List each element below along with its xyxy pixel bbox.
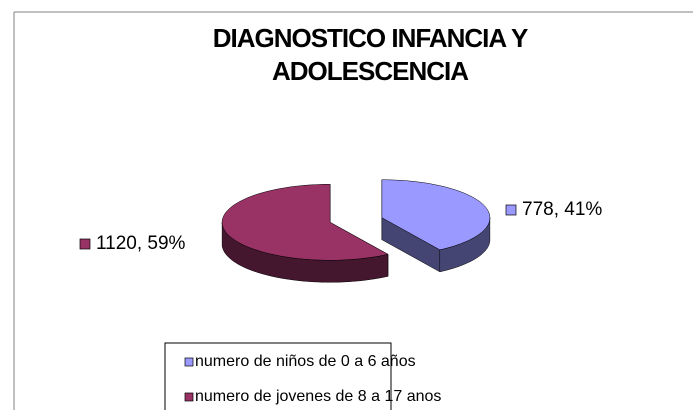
data-label: 778, 41%	[522, 199, 602, 220]
legend-swatch	[184, 392, 194, 402]
legend-box	[164, 342, 392, 410]
slice	[381, 179, 491, 251]
legend-label: numero de niños de 0 a 6 años	[195, 353, 416, 370]
label-swatch	[79, 238, 91, 250]
slice	[221, 184, 389, 261]
legend-swatch	[184, 357, 194, 367]
legend-label: numero de jovenes de 8 a 17 anos	[195, 388, 441, 405]
label-swatch	[505, 204, 517, 216]
data-label: 1120, 59%	[96, 233, 186, 254]
chart-title: DIAGNOSTICO INFANCIA Y ADOLESCENCIA	[212, 23, 529, 86]
